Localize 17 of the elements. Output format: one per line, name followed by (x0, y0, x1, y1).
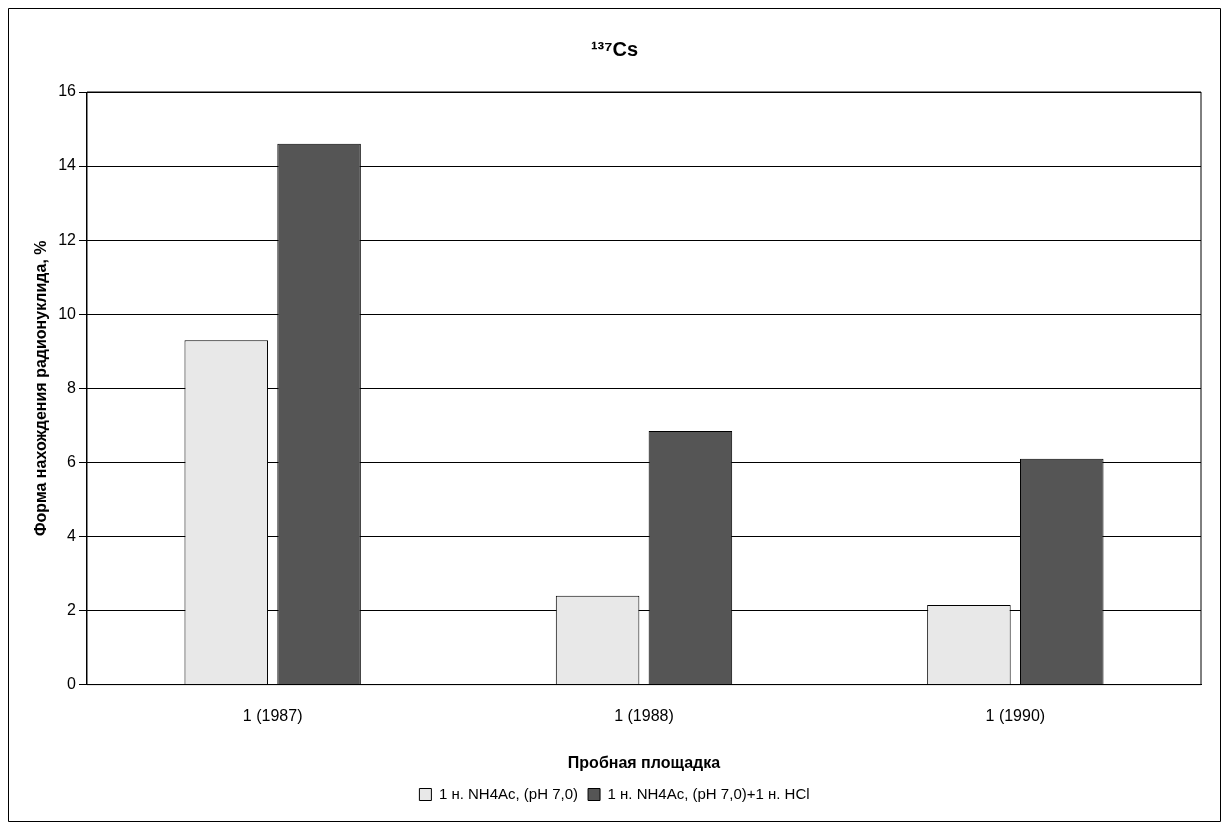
y-tick-label: 0 (67, 675, 77, 693)
y-tick-label: 16 (58, 82, 77, 100)
y-tick-label: 6 (67, 452, 77, 470)
chart-title: ¹³⁷Cs (590, 37, 639, 60)
x-tick-label: 1 (1987) (242, 706, 303, 724)
x-axis-title: Пробная площадка (567, 753, 721, 771)
y-tick-label: 8 (67, 378, 77, 396)
x-tick-label: 1 (1990) (985, 706, 1046, 724)
y-tick-label: 14 (58, 156, 77, 174)
legend-label: 1 н. NH4Ac, (pH 7,0)+1 н. HCl (607, 784, 810, 802)
y-tick-label: 10 (58, 304, 77, 322)
y-tick-label: 4 (67, 526, 77, 544)
legend-label: 1 н. NH4Ac, (pH 7,0) (438, 784, 579, 802)
x-tick-label: 1 (1988) (614, 706, 674, 724)
y-tick-label: 2 (67, 600, 77, 618)
y-axis-title: Форма нахождения радионуклида, % (32, 240, 50, 537)
y-tick-label: 12 (58, 230, 77, 248)
